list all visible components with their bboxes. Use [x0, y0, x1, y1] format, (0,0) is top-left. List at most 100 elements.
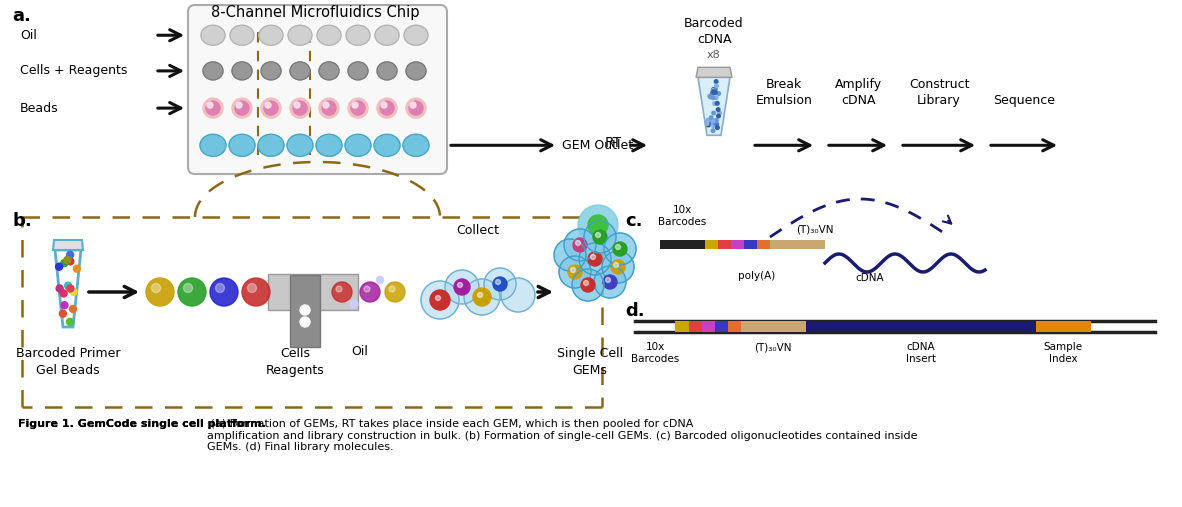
Ellipse shape [287, 134, 313, 156]
Circle shape [708, 95, 712, 98]
Ellipse shape [346, 25, 370, 45]
Circle shape [261, 98, 281, 118]
Circle shape [706, 120, 709, 124]
Circle shape [709, 116, 713, 120]
Circle shape [293, 101, 307, 115]
Circle shape [587, 215, 608, 235]
Bar [741, 321, 806, 332]
Circle shape [707, 123, 710, 127]
Circle shape [573, 238, 587, 252]
Circle shape [350, 300, 358, 308]
Circle shape [377, 98, 397, 118]
Circle shape [501, 278, 535, 312]
Ellipse shape [259, 25, 282, 45]
Circle shape [232, 98, 252, 118]
Ellipse shape [229, 134, 255, 156]
Circle shape [465, 279, 500, 315]
Circle shape [602, 251, 634, 283]
Ellipse shape [405, 62, 426, 80]
Circle shape [715, 119, 719, 122]
Text: c.: c. [625, 212, 643, 230]
Circle shape [322, 101, 336, 115]
Text: Barcoded
cDNA: Barcoded cDNA [684, 17, 743, 46]
Bar [689, 321, 702, 332]
Text: b.: b. [12, 212, 32, 230]
Text: Barcoded Primer
Gel Beads: Barcoded Primer Gel Beads [15, 347, 121, 377]
Circle shape [714, 80, 717, 83]
Text: Oil: Oil [20, 29, 37, 42]
Circle shape [300, 317, 310, 327]
Circle shape [73, 265, 80, 272]
Circle shape [235, 101, 249, 115]
Circle shape [352, 102, 358, 108]
Circle shape [473, 288, 491, 306]
Text: d.: d. [625, 302, 644, 320]
Text: 10x
Barcodes: 10x Barcodes [631, 342, 680, 365]
Circle shape [351, 101, 365, 115]
Ellipse shape [316, 134, 342, 156]
Circle shape [183, 283, 193, 293]
Bar [715, 321, 728, 332]
Circle shape [203, 98, 223, 118]
Circle shape [584, 280, 589, 285]
Circle shape [323, 102, 329, 108]
Circle shape [66, 318, 73, 325]
Circle shape [294, 102, 300, 108]
Circle shape [708, 94, 712, 98]
Text: RT: RT [605, 136, 622, 150]
Circle shape [579, 243, 611, 275]
Text: Construct
Library: Construct Library [909, 78, 969, 107]
Circle shape [706, 118, 709, 122]
Circle shape [715, 123, 719, 126]
Circle shape [64, 257, 71, 263]
FancyBboxPatch shape [290, 275, 320, 347]
Circle shape [215, 283, 225, 293]
Text: Single Cell
GEMs: Single Cell GEMs [557, 347, 623, 377]
Polygon shape [53, 240, 83, 250]
Circle shape [61, 260, 67, 267]
Circle shape [712, 88, 715, 91]
Circle shape [410, 102, 416, 108]
Circle shape [712, 90, 715, 93]
Ellipse shape [290, 62, 310, 80]
Circle shape [67, 285, 73, 292]
Ellipse shape [377, 62, 397, 80]
Circle shape [147, 278, 174, 306]
Circle shape [712, 96, 715, 99]
Circle shape [578, 205, 618, 245]
Circle shape [604, 233, 636, 265]
Bar [743, 240, 756, 249]
Text: Oil: Oil [351, 345, 369, 358]
Bar [730, 240, 743, 249]
Circle shape [605, 277, 610, 282]
Circle shape [593, 230, 608, 244]
Circle shape [207, 102, 213, 108]
Polygon shape [699, 77, 730, 135]
Circle shape [421, 281, 459, 319]
Polygon shape [56, 250, 82, 327]
Circle shape [364, 286, 370, 292]
Circle shape [361, 282, 379, 302]
Circle shape [595, 266, 626, 298]
Circle shape [582, 278, 595, 292]
Circle shape [66, 258, 73, 265]
Circle shape [564, 229, 596, 261]
Text: Sample
Index: Sample Index [1044, 342, 1083, 365]
Circle shape [61, 302, 67, 309]
Circle shape [66, 251, 73, 258]
FancyBboxPatch shape [268, 274, 358, 310]
FancyBboxPatch shape [188, 5, 447, 174]
Circle shape [454, 279, 470, 295]
Circle shape [59, 310, 66, 317]
Circle shape [712, 96, 715, 99]
Ellipse shape [317, 25, 340, 45]
Bar [1035, 321, 1091, 332]
Bar [717, 240, 730, 249]
Ellipse shape [258, 134, 284, 156]
Circle shape [56, 285, 63, 292]
Bar [769, 240, 825, 249]
Circle shape [554, 239, 586, 271]
Circle shape [714, 88, 717, 91]
Circle shape [706, 122, 709, 125]
Circle shape [493, 277, 507, 291]
